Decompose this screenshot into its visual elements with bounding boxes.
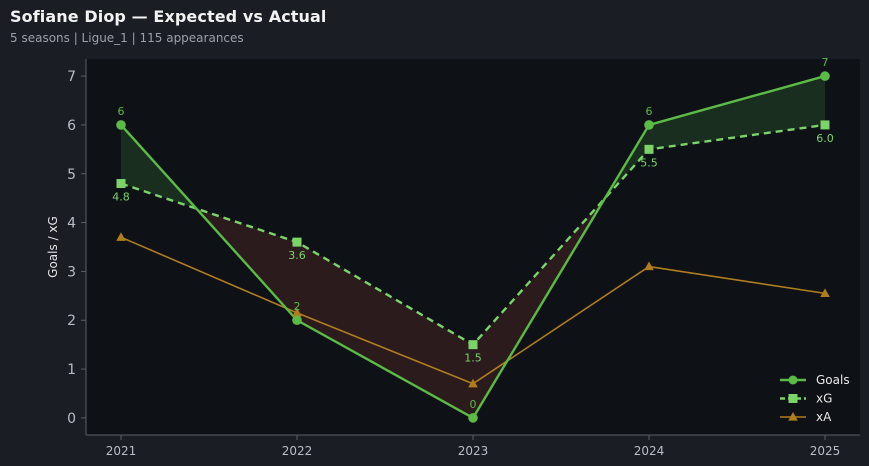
- data-labels: 6 2 0 6 7 4.8 3.6 1.5 5.5 6.0: [112, 56, 834, 411]
- x-tick-label: 2022: [282, 444, 313, 458]
- goals-point: [644, 120, 654, 130]
- legend-xa: xA: [780, 410, 832, 424]
- xg-point: [820, 120, 830, 130]
- series-markers: [116, 71, 830, 423]
- goals-data-label: 0: [470, 398, 477, 411]
- y-axis-ticks: 0 1 2 3 4 5 6 7: [67, 69, 86, 427]
- xg-data-label: 4.8: [112, 191, 130, 204]
- legend-marker: [788, 394, 798, 403]
- goals-point: [116, 120, 126, 130]
- y-tick-label: 4: [67, 216, 76, 232]
- legend-label: xA: [816, 410, 832, 424]
- xg-data-label: 1.5: [464, 352, 482, 365]
- goals-data-label: 7: [822, 56, 829, 69]
- y-tick-label: 3: [67, 264, 76, 280]
- x-tick-label: 2025: [810, 444, 841, 458]
- xa-point: [820, 288, 830, 297]
- xg-point: [644, 144, 654, 154]
- xg-data-label: 5.5: [640, 156, 658, 169]
- xa-point: [644, 261, 654, 271]
- x-tick-label: 2024: [634, 444, 665, 458]
- xa-point: [292, 307, 302, 317]
- y-tick-label: 0: [67, 411, 76, 427]
- x-tick-label: 2023: [458, 444, 489, 458]
- goals-data-label: 2: [294, 300, 301, 313]
- goals-data-label: 6: [646, 105, 653, 118]
- goals-data-label: 6: [118, 105, 125, 118]
- legend-label: xG: [816, 392, 832, 406]
- x-axis-ticks: 2021 2022 2023 2024 2025: [106, 435, 841, 458]
- y-tick-label: 5: [67, 167, 76, 183]
- chart-subtitle: 5 seasons | Ligue_1 | 115 appearances: [10, 31, 244, 45]
- xg-point: [116, 179, 126, 189]
- xg-data-label: 6.0: [816, 132, 834, 145]
- legend-goals: Goals: [780, 373, 850, 387]
- chart-title: Sofiane Diop — Expected vs Actual: [10, 7, 327, 26]
- y-tick-label: 6: [67, 118, 76, 134]
- goals-point: [468, 413, 478, 423]
- legend-marker: [788, 375, 798, 385]
- y-tick-label: 1: [67, 362, 76, 378]
- legend-label: Goals: [816, 373, 850, 387]
- legend: Goals xG xA: [780, 373, 850, 424]
- y-tick-label: 7: [67, 69, 76, 85]
- goals-point: [820, 71, 830, 81]
- y-axis-label: Goals / xG: [46, 216, 60, 278]
- x-tick-label: 2021: [106, 444, 137, 458]
- xa-point: [468, 378, 478, 388]
- chart-header: Sofiane Diop — Expected vs Actual 5 seas…: [10, 6, 850, 47]
- underperformance-area: [297, 242, 473, 418]
- xg-point: [292, 237, 302, 247]
- xg-point: [468, 340, 478, 350]
- y-tick-label: 2: [67, 313, 76, 329]
- xa-point: [116, 232, 126, 241]
- xg-data-label: 3.6: [288, 249, 306, 262]
- legend-xg: xG: [780, 392, 832, 406]
- goals-point: [292, 315, 302, 326]
- legend-marker: [788, 412, 798, 421]
